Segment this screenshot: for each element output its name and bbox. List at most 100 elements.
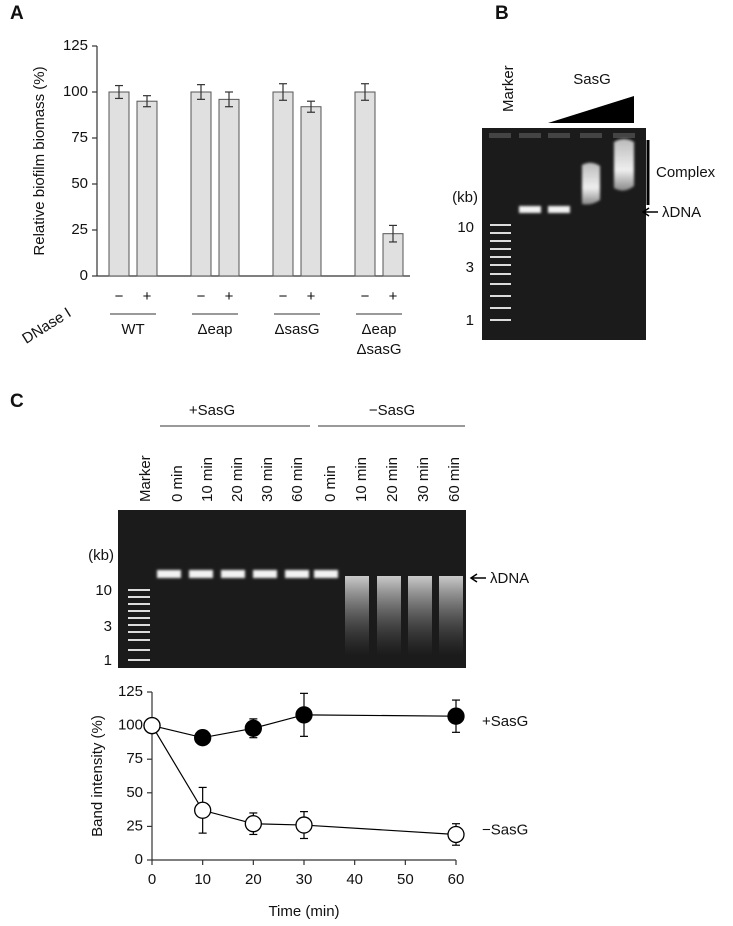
error-bar	[389, 224, 397, 243]
size-unit: (kb)	[452, 189, 478, 206]
lane-label: 60 min	[289, 457, 306, 502]
complex-label: Complex	[656, 164, 716, 181]
lane-label: 20 min	[384, 457, 401, 502]
error-bar	[225, 91, 233, 108]
band-label: λDNA	[490, 570, 529, 587]
marker	[244, 815, 262, 833]
x-tick-label: 60	[448, 871, 465, 888]
size-unit: (kb)	[88, 547, 114, 564]
marker	[143, 716, 161, 735]
panel-label: A	[10, 3, 24, 24]
marker	[244, 719, 262, 737]
x-tick-label: −	[115, 288, 124, 305]
lane-label: 0 min	[322, 465, 339, 502]
x-tick-label: 10	[194, 871, 211, 888]
error-bar	[143, 95, 151, 108]
y-tick-label: 50	[71, 175, 88, 192]
ladder	[490, 224, 511, 321]
x-tick-label: +	[143, 288, 152, 305]
panel-label: B	[495, 3, 509, 24]
x-tick-label: 40	[346, 871, 363, 888]
lane-label: 10 min	[353, 457, 370, 502]
x-tick-label: +	[225, 288, 234, 305]
y-tick-label: 0	[80, 267, 88, 284]
gel-c: +SasG −SasG Marker (kb) 10 3 1 λDNA	[88, 402, 529, 669]
lane-label: 30 min	[415, 457, 432, 502]
arrow	[641, 207, 658, 217]
size-label: 1	[466, 312, 474, 329]
bar	[190, 91, 212, 277]
x-tick-label: +	[307, 288, 316, 305]
bar	[136, 100, 158, 277]
y-tick-label: 25	[126, 817, 143, 834]
lane-label: 10 min	[199, 457, 216, 502]
group-label: Δeap ΔsasG	[356, 321, 401, 358]
lane-label: 20 min	[229, 457, 246, 502]
bar	[354, 91, 376, 277]
marker	[447, 825, 465, 844]
y-tick-label: 100	[118, 717, 143, 734]
wells	[489, 133, 635, 138]
error-bar	[279, 83, 287, 101]
bar	[218, 98, 240, 277]
series-label: −SasG	[482, 821, 528, 838]
bar	[108, 91, 130, 277]
complex-smear	[614, 139, 634, 191]
group-label: −SasG	[369, 402, 415, 419]
size-label: 10	[457, 219, 474, 236]
lane-label: 0 min	[169, 465, 186, 502]
x-tick-label: 0	[148, 871, 156, 888]
x-tick-label: −	[279, 288, 288, 305]
band	[548, 206, 570, 213]
y-tick-label: 100	[63, 83, 88, 100]
x-tick-label: 30	[296, 871, 313, 888]
x-tick-label: 50	[397, 871, 414, 888]
lane-label: 60 min	[446, 457, 463, 502]
band	[519, 206, 541, 213]
group-label: +SasG	[189, 402, 235, 419]
x-tick-label: +	[389, 288, 398, 305]
x-tick-label: −	[197, 288, 206, 305]
marker	[447, 707, 465, 725]
row-label: DNase I	[19, 304, 74, 347]
panel-label: C	[10, 391, 24, 412]
x-tick-label: 20	[245, 871, 262, 888]
gradient-triangle	[548, 96, 634, 123]
marker	[295, 706, 313, 724]
error-bar	[307, 100, 315, 113]
y-tick-label: 50	[126, 784, 143, 801]
y-axis-label: Band intensity (%)	[89, 715, 106, 837]
size-label: 10	[95, 582, 112, 599]
error-bar	[361, 83, 369, 101]
y-tick-label: 25	[71, 221, 88, 238]
gel-b: Marker SasG (kb) 10 3 1 Complex λDNA	[452, 65, 716, 340]
y-tick-label: 75	[126, 750, 143, 767]
complex-smear	[582, 162, 600, 205]
marker	[194, 729, 212, 747]
group-label: ΔsasG	[274, 321, 319, 338]
lane-label: Marker	[137, 455, 154, 502]
error-bar	[115, 84, 123, 100]
bar	[272, 91, 294, 277]
y-axis-label: Relative biofilm biomass (%)	[31, 66, 48, 255]
smears	[345, 576, 463, 656]
x-axis-label: Time (min)	[268, 903, 339, 920]
x-tick-label: −	[361, 288, 370, 305]
size-label: 1	[104, 652, 112, 669]
size-label: 3	[466, 259, 474, 276]
series-label: +SasG	[482, 713, 528, 730]
group-label: Δeap	[197, 321, 232, 338]
group-label: WT	[121, 321, 144, 338]
marker	[194, 801, 212, 819]
y-tick-label: 125	[118, 683, 143, 700]
lane-label: 30 min	[259, 457, 276, 502]
treatment-label: SasG	[573, 71, 611, 88]
y-tick-label: 0	[135, 851, 143, 868]
ladder	[128, 589, 150, 661]
arrow	[469, 573, 486, 583]
error-bar	[197, 84, 205, 100]
y-tick-label: 75	[71, 129, 88, 146]
size-label: 3	[104, 618, 112, 635]
